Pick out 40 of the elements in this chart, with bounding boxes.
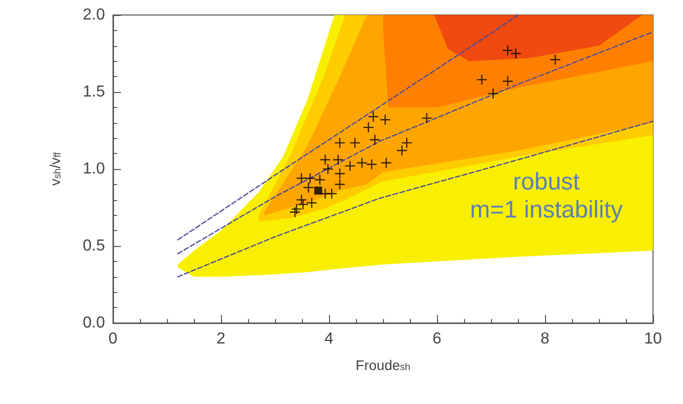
- point: [476, 74, 487, 85]
- point: [502, 76, 513, 86]
- point: [334, 168, 345, 179]
- point: [380, 114, 390, 125]
- x-tick-label: 0: [108, 330, 118, 348]
- point: [381, 158, 392, 168]
- point: [334, 179, 345, 190]
- x-tick-label: 2: [216, 330, 226, 348]
- y-tick-label: 1.5: [82, 84, 106, 100]
- point: [320, 154, 330, 165]
- point: [510, 48, 521, 58]
- x-tick-label: 6: [432, 330, 442, 348]
- x-tick-label: 10: [644, 330, 662, 348]
- point: [314, 186, 322, 195]
- y-tick-label: 0.0: [82, 314, 106, 332]
- point: [306, 198, 317, 208]
- y-tick-label: 1.0: [82, 160, 106, 178]
- point: [422, 113, 432, 124]
- point: [370, 134, 380, 145]
- point: [402, 138, 412, 148]
- point: [334, 138, 345, 148]
- x-tick-label: 8: [540, 330, 550, 348]
- point: [502, 45, 513, 56]
- point: [356, 158, 367, 168]
- point: [305, 173, 316, 184]
- point: [488, 88, 498, 99]
- point: [368, 112, 378, 122]
- point: [314, 174, 325, 185]
- y-tick-label: 0.5: [82, 238, 106, 254]
- point: [366, 159, 377, 170]
- point: [326, 188, 337, 199]
- annotation: robust m=1 instability: [470, 168, 623, 224]
- x-tick-label: 4: [324, 330, 334, 348]
- point: [333, 154, 344, 165]
- x-axis-title: Froudesh: [356, 356, 410, 374]
- y-axis-title: vsh/vff: [47, 152, 64, 186]
- line-series: [177, 120, 654, 278]
- point: [550, 54, 560, 65]
- point: [350, 138, 360, 148]
- y-tick-label: 2.0: [82, 6, 106, 24]
